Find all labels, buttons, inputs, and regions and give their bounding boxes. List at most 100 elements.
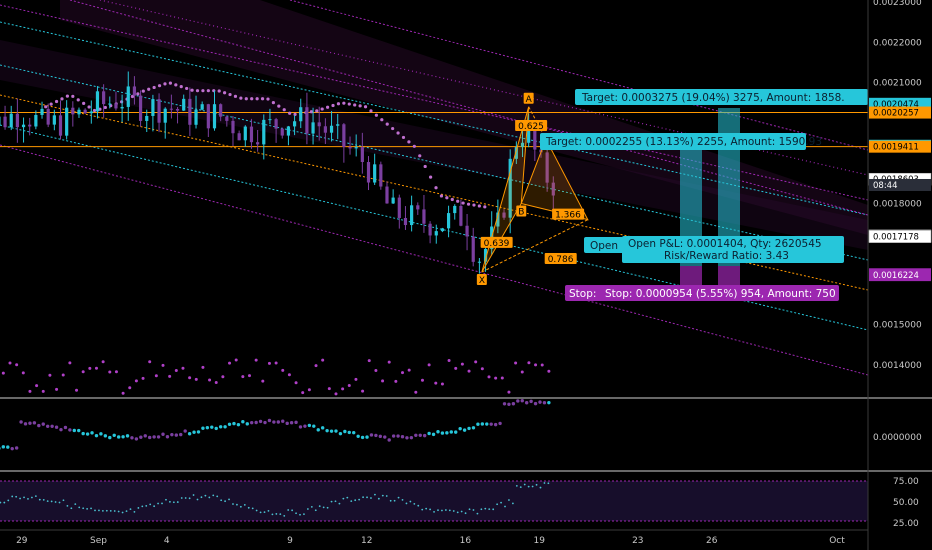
price-tag-label: 0.0020474 [873, 100, 919, 110]
rsi-dot [472, 509, 475, 511]
candle-body [46, 108, 50, 125]
rsi-dot [255, 509, 258, 512]
harmonic-pattern[interactable]: X A B 0.625 0.639 1.366 0.786 [476, 92, 589, 286]
ma-dot [152, 85, 156, 90]
rsi-dot [342, 497, 345, 500]
ma-dot [353, 103, 357, 107]
ma-dot [223, 91, 227, 95]
pattern-ratio-label: 0.625 [518, 122, 544, 132]
candle-body [446, 213, 451, 229]
volume-dot [261, 379, 265, 383]
y-tick-label: 50.00 [893, 498, 919, 508]
rsi-dot [350, 500, 353, 503]
volume-dot [354, 377, 358, 381]
volume-dot [81, 370, 85, 374]
rsi-dot [251, 507, 254, 510]
ma-dot [255, 97, 259, 101]
oscillator-dot [369, 433, 374, 437]
candle-body [366, 162, 371, 183]
volume-dot [407, 368, 411, 372]
volume-dot [401, 371, 405, 375]
y-tick-label: 0.0015000 [873, 320, 922, 330]
open-pnl-box[interactable] [622, 236, 844, 263]
candle-body [212, 104, 217, 129]
oscillator-dot [312, 424, 316, 428]
oscillator-dot [125, 434, 130, 438]
oscillator-dot [489, 422, 493, 426]
rsi-dot [468, 508, 471, 511]
oscillator-dot [187, 432, 192, 436]
ma-dot [266, 97, 270, 101]
candle-body [71, 107, 75, 115]
oscillator-dot [458, 426, 462, 431]
stop-label-box[interactable] [565, 285, 839, 301]
candle-body [286, 126, 291, 136]
rsi-dot [480, 508, 483, 511]
x-tick-label: 16 [460, 536, 472, 546]
time-axis[interactable]: 29 Sep 4 9 12 16 19 23 26 Oct [0, 529, 868, 546]
volume-dot [128, 386, 132, 390]
volume-dot [341, 387, 345, 391]
price-axis[interactable]: 0.00230000.00220000.00210000.00180000.00… [867, 0, 932, 550]
channel-line [0, 124, 869, 331]
ma-dot [418, 154, 422, 158]
ma-dot [439, 194, 444, 198]
target2-label-box[interactable] [540, 133, 806, 150]
stop-label: Stop: 0.0000954 (5.55%) 954, Amount: 750 [605, 288, 836, 300]
ma-dot [82, 101, 86, 106]
candle-body [527, 124, 531, 143]
stop-zone-1[interactable] [680, 266, 702, 286]
rsi-dot [212, 494, 215, 497]
rsi-dot [7, 499, 10, 502]
open-label-stub[interactable] [584, 237, 624, 253]
ma-dot [407, 140, 411, 144]
oscillator-dot [139, 435, 143, 439]
stop-zone-2[interactable] [718, 266, 740, 286]
oscillator-dot [192, 430, 196, 434]
oscillator-dot [316, 428, 320, 432]
candle-body [502, 212, 506, 218]
target1-label-box[interactable] [575, 89, 868, 105]
ma-dot [239, 96, 243, 100]
rsi-dot [176, 501, 179, 503]
volume-dot [474, 360, 478, 364]
pattern-ratio-label: 1.366 [555, 211, 581, 221]
oscillator-dot [383, 435, 387, 439]
candle-body [268, 119, 272, 121]
rsi-dot [358, 498, 361, 501]
oscillator-dot [485, 422, 489, 426]
oscillator-dot [440, 431, 445, 435]
oscillator-dot [241, 420, 245, 424]
candle-body [416, 205, 420, 210]
rsi-dot [366, 496, 368, 499]
ma-dot [315, 109, 319, 113]
oscillator-dot [37, 423, 41, 428]
x-tick-label: 4 [164, 536, 170, 546]
oscillator-dot [329, 429, 334, 433]
candle-body [89, 111, 93, 114]
volume-dot [8, 361, 12, 365]
candle-body [237, 133, 241, 141]
candle-body [280, 128, 284, 136]
rsi-dot [62, 499, 65, 502]
rsi-dot [121, 511, 124, 514]
oscillator-dot [538, 400, 542, 404]
rsi-dot [310, 505, 313, 508]
rsi-dot [105, 509, 108, 512]
oscillator-dot [374, 433, 378, 438]
oscillator-dot [227, 422, 232, 426]
candle-body [95, 91, 100, 112]
candle-body [317, 122, 321, 127]
rsi-dot [101, 509, 104, 512]
candle-body [138, 95, 143, 121]
oscillator-dot [454, 430, 458, 434]
oscillator-dot [400, 434, 405, 439]
rsi-band [0, 481, 868, 521]
rsi-panel [0, 470, 932, 522]
volume-dot [41, 389, 45, 393]
candle-body [188, 98, 192, 125]
oscillator-dot [471, 426, 476, 430]
candle-body [151, 99, 155, 116]
volume-dot [507, 390, 511, 394]
